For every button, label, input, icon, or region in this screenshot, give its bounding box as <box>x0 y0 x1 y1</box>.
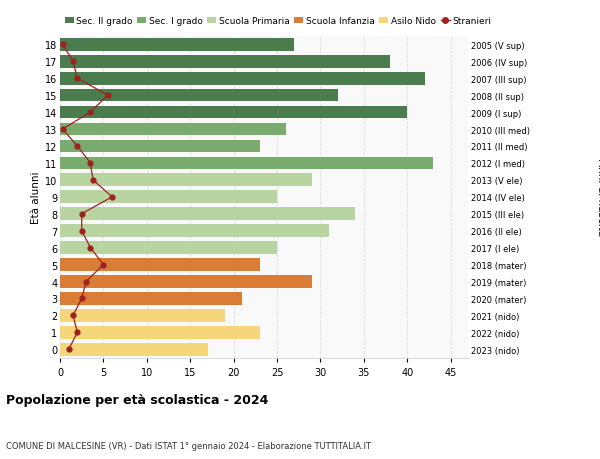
Bar <box>60 39 295 51</box>
Bar <box>60 123 286 136</box>
Bar <box>60 259 260 271</box>
Bar <box>60 292 242 305</box>
Bar <box>60 242 277 254</box>
Text: Popolazione per età scolastica - 2024: Popolazione per età scolastica - 2024 <box>6 393 268 406</box>
Legend: Sec. II grado, Sec. I grado, Scuola Primaria, Scuola Infanzia, Asilo Nido, Stran: Sec. II grado, Sec. I grado, Scuola Prim… <box>65 17 491 26</box>
Bar <box>60 309 225 322</box>
Bar <box>60 157 433 170</box>
Bar <box>60 56 390 68</box>
Text: COMUNE DI MALCESINE (VR) - Dati ISTAT 1° gennaio 2024 - Elaborazione TUTTITALIA.: COMUNE DI MALCESINE (VR) - Dati ISTAT 1°… <box>6 441 371 450</box>
Bar <box>60 326 260 339</box>
Bar <box>60 73 425 85</box>
Y-axis label: Anni di nascita: Anni di nascita <box>596 159 600 236</box>
Bar <box>60 90 338 102</box>
Y-axis label: Età alunni: Età alunni <box>31 171 41 224</box>
Bar <box>60 275 312 288</box>
Bar <box>60 225 329 237</box>
Bar <box>60 343 208 356</box>
Bar <box>60 174 312 187</box>
Bar <box>60 140 260 153</box>
Bar <box>60 208 355 221</box>
Bar <box>60 106 407 119</box>
Bar <box>60 191 277 204</box>
